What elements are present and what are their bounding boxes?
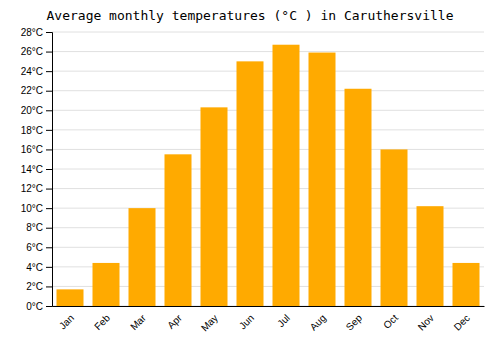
grid-line [52,32,484,33]
x-axis-line [53,306,485,307]
grid-line [52,188,484,189]
y-tick-label: 18°C [21,125,43,136]
x-tick: Jan [57,312,76,331]
bar [453,263,480,306]
bar [309,53,336,306]
x-tick: Apr [165,312,184,331]
y-tick: 24°C [21,66,52,77]
y-tick-mark [46,189,52,190]
chart: 0°C 2°C 4°C 6°C 8°C 10°C 12°C 14°C 16°C 18°C 20°C 2… [0,0,500,350]
y-tick-label: 20°C [21,105,43,116]
y-tick: 12°C [21,183,52,194]
y-tick-label: 28°C [21,27,43,38]
grid-line [52,149,484,150]
x-tick-label: Jul [275,312,292,329]
bar [57,289,84,306]
y-tick: 10°C [21,203,52,214]
y-tick-label: 14°C [21,164,43,175]
y-tick: 0°C [26,301,52,312]
plot: 0°C 2°C 4°C 6°C 8°C 10°C 12°C 14°C 16°C 18°C 20°C 2… [21,27,485,334]
y-tick: 20°C [21,105,52,116]
y-tick-mark [46,110,52,111]
x-tick-label: May [199,312,220,333]
y-tick-mark [46,267,52,268]
y-tick: 18°C [21,125,52,136]
y-axis-line [46,33,53,307]
grid [52,32,484,306]
bar [165,154,192,306]
grid-line [52,169,484,170]
y-tick: 4°C [26,262,52,273]
y-tick-label: 6°C [26,242,43,253]
bar [129,208,156,306]
y-tick-mark [46,91,52,92]
y-axis: 0°C 2°C 4°C 6°C 8°C 10°C 12°C 14°C 16°C 18°C 20°C 2… [21,27,53,312]
y-tick-mark [46,130,52,131]
y-tick-label: 8°C [26,222,43,233]
x-tick-label: Apr [165,312,184,331]
x-tick-label: Nov [416,312,436,332]
y-tick-label: 4°C [26,262,43,273]
y-tick: 14°C [21,164,52,175]
x-tick: May [199,312,220,333]
y-tick-mark [46,228,52,229]
x-tick-label: Jun [237,312,256,331]
grid-line [52,71,484,72]
y-tick-mark [46,208,52,209]
y-tick-mark [46,286,52,287]
x-tick-label: Sep [344,312,365,333]
x-tick: Oct [381,312,400,331]
y-tick-mark [46,306,52,307]
y-tick-label: 16°C [21,144,43,155]
y-tick-label: 26°C [21,46,43,57]
grid-line [52,51,484,52]
title: Average monthly temperatures (°C ) in Ca… [47,8,454,23]
y-tick-mark [46,247,52,248]
y-tick-mark [46,71,52,72]
x-tick-label: Feb [92,312,112,332]
x-axis: Jan Feb Mar Apr May Jun Jul Aug Sep Oct Nov Dec [53,307,485,334]
y-tick-label: 12°C [21,183,43,194]
x-tick: Mar [128,312,148,332]
x-tick-label: Jan [57,312,76,331]
y-tick-label: 2°C [26,281,43,292]
x-tick-label: Aug [308,312,328,332]
y-tick: 26°C [21,46,52,57]
y-tick: 16°C [21,144,52,155]
y-tick: 2°C [26,281,52,292]
y-tick: 28°C [21,27,52,38]
y-tick-label: 0°C [26,301,43,312]
y-tick-label: 10°C [21,203,43,214]
bars [57,45,480,306]
bar [381,149,408,306]
bar [345,89,372,306]
x-tick: Jul [275,312,292,329]
x-tick: Jun [237,312,256,331]
x-tick-label: Dec [452,312,472,332]
y-tick: 6°C [26,242,52,253]
y-tick-mark [46,169,52,170]
bar [237,61,264,306]
x-tick: Aug [308,312,328,332]
x-tick-label: Oct [381,312,400,331]
x-tick: Sep [344,312,365,333]
y-tick: 22°C [21,85,52,96]
y-tick-mark [46,32,52,33]
bar [273,45,300,306]
x-tick: Dec [452,312,472,332]
x-tick: Nov [416,312,436,332]
bar [417,206,444,306]
bar [201,107,228,306]
bar [93,263,120,306]
grid-line [52,90,484,91]
y-tick-label: 22°C [21,85,43,96]
x-tick-label: Mar [128,312,148,332]
y-tick-label: 24°C [21,66,43,77]
y-tick: 8°C [26,222,52,233]
y-tick-mark [46,52,52,53]
grid-line [52,110,484,111]
grid-line [52,129,484,130]
y-tick-mark [46,149,52,150]
x-tick: Feb [92,312,112,332]
